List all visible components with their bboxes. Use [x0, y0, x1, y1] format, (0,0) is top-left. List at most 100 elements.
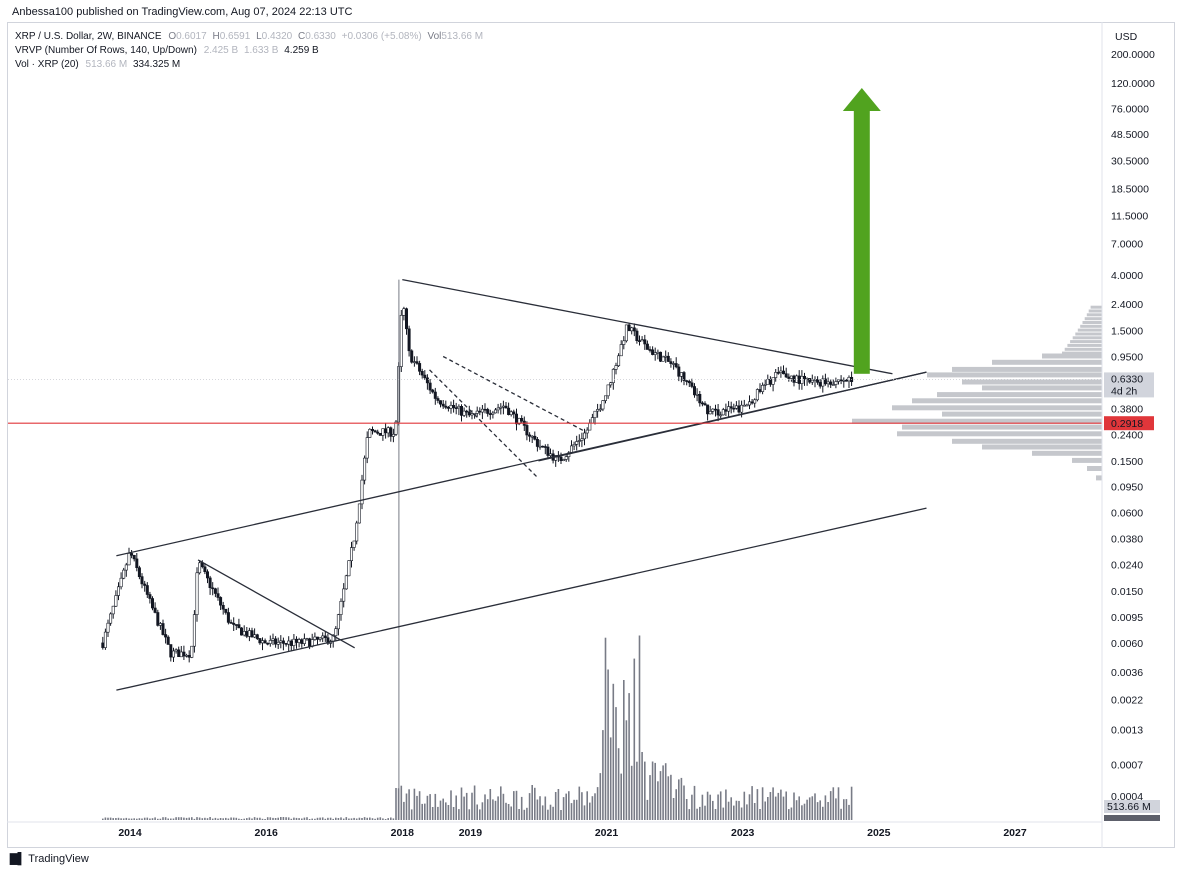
candle-body: [844, 379, 848, 382]
candle-body: [357, 503, 361, 524]
volume-bar: [345, 817, 348, 820]
volume-bar: [421, 803, 423, 820]
candle-body: [135, 558, 139, 569]
volume-bar: [371, 818, 374, 820]
profile-bar: [1072, 336, 1102, 340]
volume-bar: [348, 818, 350, 820]
candle-body: [745, 404, 749, 407]
volume-bar: [625, 720, 628, 820]
candle-body: [179, 651, 183, 658]
volume-bar: [437, 806, 439, 820]
volume-bar: [633, 658, 636, 820]
candle-body: [101, 642, 105, 648]
current-price-label-bg: [1104, 372, 1154, 398]
volume-bar: [479, 809, 481, 820]
year-tick-label: 2021: [595, 827, 619, 839]
volume-bar: [327, 817, 329, 820]
volume-bar: [570, 803, 573, 820]
candle-body: [213, 588, 217, 594]
volume-bar: [185, 817, 188, 820]
volume-bar: [583, 805, 586, 820]
volume-bar: [670, 774, 672, 820]
candle-body: [727, 406, 731, 412]
legend-vrvp-v3: 4.259 B: [284, 45, 319, 56]
volume-bar: [628, 693, 630, 820]
candle-body: [614, 365, 618, 370]
volume-bar: [277, 817, 279, 820]
candle-body: [127, 553, 131, 566]
candle-body: [276, 641, 280, 645]
candle-body: [119, 577, 123, 588]
profile-bar: [1042, 353, 1102, 359]
volume-bar: [733, 805, 735, 820]
volume-bar: [206, 818, 209, 820]
profile-bar: [927, 372, 1102, 378]
volume-bar: [143, 817, 146, 820]
volume-bar: [667, 776, 670, 820]
trend-lines: [8, 88, 1102, 820]
candle-body: [255, 634, 259, 639]
volume-bar: [295, 817, 298, 820]
candle-body: [692, 386, 696, 396]
volume-bar: [644, 761, 646, 820]
volume-bar: [549, 804, 552, 820]
volume-bars: [102, 635, 853, 820]
candle-body: [486, 409, 490, 414]
volume-bar: [473, 785, 476, 820]
volume-bar: [227, 818, 230, 820]
volume-bar: [468, 809, 471, 820]
candle-body: [185, 654, 189, 657]
volume-bar: [191, 817, 193, 820]
legend-volxrp-label[interactable]: Vol · XRP (20): [15, 59, 79, 70]
profile-bar: [1072, 457, 1102, 463]
volume-bar: [743, 791, 746, 820]
candle-body: [585, 429, 589, 434]
volume-bar: [102, 818, 104, 820]
candle-body: [656, 351, 660, 354]
candle-body: [407, 328, 411, 352]
volume-bar: [819, 800, 821, 820]
profile-bar: [1067, 343, 1102, 347]
legend-symbol[interactable]: XRP / U.S. Dollar, 2W, BINANCE: [15, 31, 162, 42]
candle-body: [182, 651, 186, 657]
candle-body: [603, 395, 607, 401]
candle-body: [206, 571, 210, 579]
candle-body: [530, 435, 534, 438]
candle-body: [548, 453, 552, 456]
profile-bar: [982, 444, 1102, 450]
volume-bar: [808, 797, 811, 820]
volume-bar: [376, 817, 379, 820]
candle-body: [729, 406, 733, 409]
volume-bar: [536, 799, 539, 820]
volume-bar: [515, 790, 518, 820]
volume-bar: [502, 793, 505, 820]
volume-bar: [298, 818, 300, 820]
price-tick-label: 0.0007: [1111, 759, 1143, 771]
price-tick-label: 0.0036: [1111, 667, 1143, 679]
volume-bar: [782, 796, 785, 820]
legend-vrvp-label[interactable]: VRVP (Number Of Rows, 140, Up/Down): [15, 45, 197, 56]
candle-body: [404, 308, 408, 330]
volume-bar: [657, 781, 659, 820]
volume-bar: [201, 818, 204, 820]
price-tick-label: 1.5000: [1111, 326, 1143, 338]
candle-body: [258, 638, 262, 644]
candle-body: [768, 379, 772, 385]
candle-body: [457, 405, 461, 409]
volume-bar: [337, 818, 340, 820]
candle-body: [467, 411, 471, 416]
volume-bar: [612, 683, 615, 820]
candle-body: [750, 401, 754, 404]
volume-bar: [795, 800, 798, 820]
year-tick-label: 2016: [255, 827, 279, 839]
volume-bar: [573, 799, 575, 820]
volume-bar: [209, 817, 211, 820]
candle-body: [109, 613, 113, 624]
volume-bar: [654, 762, 656, 820]
volume-bar: [353, 817, 355, 820]
candle-body: [318, 637, 322, 640]
candle-body: [287, 640, 291, 645]
volume-bar: [717, 794, 719, 820]
volume-bar: [447, 805, 450, 820]
